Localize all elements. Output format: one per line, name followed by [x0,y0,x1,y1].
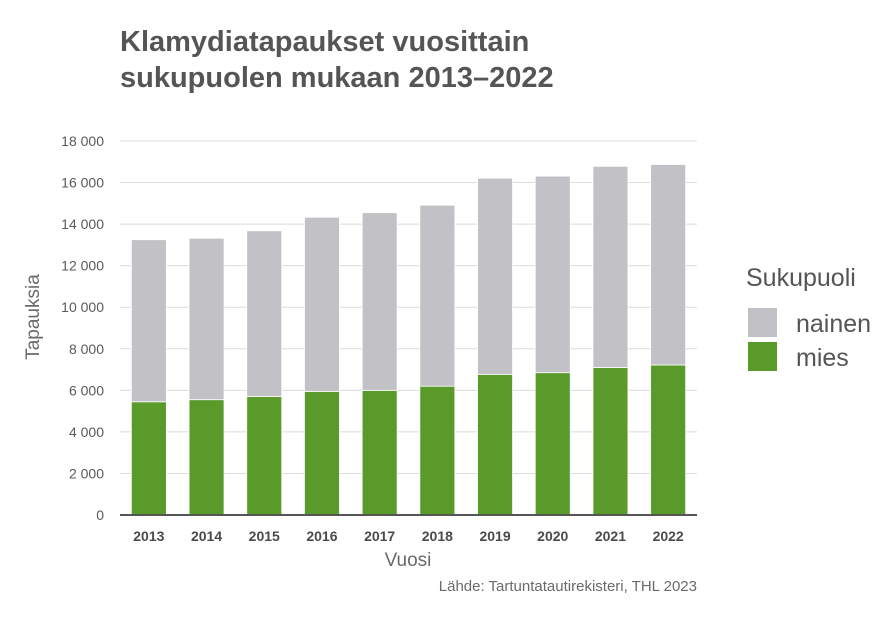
bar-mies-2014 [188,399,225,516]
bar-mies-2017 [361,389,398,516]
x-tick-label: 2016 [306,528,337,544]
legend-label-mies: mies [796,344,849,372]
bar-nainen-2018 [419,204,456,387]
legend-title: Sukupuoli [746,264,856,292]
y-tick-label: 0 [96,507,104,523]
bar-mies-2020 [534,372,571,516]
legend-label-nainen: nainen [796,310,871,338]
y-tick-label: 14 000 [61,216,104,232]
x-tick-label: 2021 [595,528,626,544]
x-tick-label: 2018 [422,528,453,544]
x-axis-ticks: 2013 2014 2015 2016 2017 2018 2019 2020 2021 2022 [133,528,684,544]
bar-nainen-2020 [534,175,571,374]
y-axis-ticks: 0 2 000 4 000 6 000 8 000 10 000 12 000 14 000 1… [61,133,104,523]
bar-mies-2016 [304,390,340,516]
bar-nainen-2014 [188,237,225,401]
x-tick-label: 2014 [191,528,222,544]
bar-nainen-2016 [304,216,340,392]
legend-swatch-nainen [748,308,777,337]
y-tick-label: 8 000 [69,341,104,357]
x-tick-label: 2017 [364,528,395,544]
y-tick-label: 4 000 [69,424,104,440]
bar-mies-2022 [650,364,687,516]
y-tick-label: 12 000 [61,258,104,274]
x-axis-label: Vuosi [385,550,432,571]
y-tick-label: 2 000 [69,465,104,481]
bar-mies-2015 [246,396,283,516]
y-tick-label: 16 000 [61,175,104,191]
bars [130,164,687,516]
bar-nainen-2021 [592,165,629,368]
x-tick-label: 2013 [133,528,164,544]
bar-nainen-2017 [361,212,398,391]
chart-title: Klamydiatapaukset vuosittain sukupuolen … [120,24,720,96]
y-tick-label: 6 000 [69,382,104,398]
legend: Sukupuoli nainen mies [746,264,871,372]
bar-mies-2019 [477,373,513,516]
y-tick-label: 10 000 [61,299,104,315]
bar-mies-2013 [130,401,167,516]
x-tick-label: 2019 [479,528,510,544]
bar-nainen-2015 [246,230,283,397]
bar-nainen-2013 [130,239,167,403]
legend-swatch-mies [748,342,777,371]
x-tick-label: 2015 [249,528,280,544]
y-axis-label: Tapauksia [23,274,44,360]
x-tick-label: 2022 [653,528,684,544]
x-tick-label: 2020 [537,528,568,544]
bar-mies-2018 [419,385,456,516]
y-tick-label: 18 000 [61,133,104,149]
source-note: Lähde: Tartuntatautirekisteri, THL 2023 [439,578,697,595]
bar-mies-2021 [592,367,629,516]
bar-nainen-2022 [650,164,687,366]
chart-title-line-1: Klamydiatapaukset vuosittain [120,26,530,58]
bar-nainen-2019 [477,177,513,375]
chart-title-line-2: sukupuolen mukaan 2013–2022 [120,62,554,94]
